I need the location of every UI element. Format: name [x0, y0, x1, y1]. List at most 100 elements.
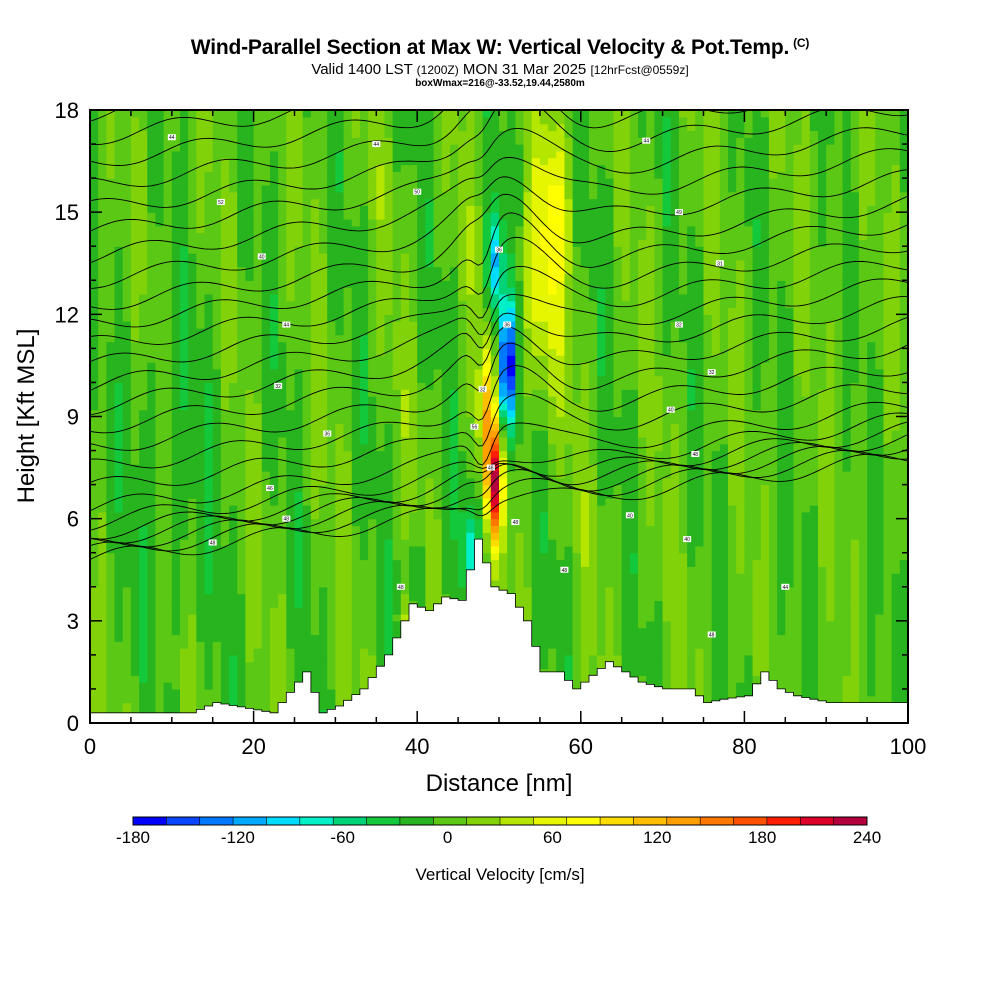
field-cell [229, 212, 238, 220]
field-cell [368, 634, 377, 642]
field-cell [98, 389, 107, 397]
field-cell [400, 614, 410, 622]
field-cell [114, 150, 124, 159]
field-cell [261, 368, 271, 377]
field-cell [245, 253, 255, 261]
field-cell [90, 566, 99, 574]
field-cell [359, 232, 369, 241]
field-cell [515, 300, 525, 309]
field-cell [425, 266, 435, 275]
field-cell [220, 416, 230, 424]
field-cell [98, 545, 107, 554]
field-cell [482, 266, 492, 275]
field-cell [523, 498, 533, 506]
field-cell [392, 266, 402, 275]
field-cell [441, 123, 451, 132]
field-cell [147, 654, 157, 663]
field-cell [539, 532, 549, 540]
field-cell [147, 648, 157, 656]
field-cell [171, 484, 181, 493]
field-cell [179, 266, 189, 275]
field-cell [163, 348, 173, 356]
field-cell [122, 178, 132, 186]
field-cell [106, 498, 116, 506]
field-cell [98, 307, 107, 315]
field-cell [155, 573, 165, 581]
field-cell [515, 198, 525, 206]
field-cell [147, 355, 157, 363]
field-cell [245, 464, 255, 472]
field-cell [384, 409, 394, 418]
field-cell [229, 239, 238, 247]
field-cell [220, 266, 230, 275]
field-cell [220, 586, 230, 595]
field-cell [343, 416, 353, 424]
field-cell [425, 389, 435, 397]
field-cell [204, 545, 214, 554]
field-cell [122, 110, 132, 118]
field-cell [474, 164, 484, 172]
field-cell [449, 573, 459, 581]
field-cell [171, 191, 181, 200]
field-cell [482, 470, 492, 479]
field-cell [220, 620, 230, 629]
field-cell [237, 532, 247, 540]
field-cell [507, 559, 516, 567]
field-cell [278, 157, 287, 166]
field-cell [294, 511, 304, 520]
field-cell [466, 123, 476, 132]
field-cell [196, 348, 206, 356]
field-cell [449, 205, 459, 213]
field-cell [90, 348, 99, 356]
field-cell [409, 402, 418, 411]
field-cell [531, 573, 541, 581]
field-cell [482, 505, 492, 513]
field-cell [327, 123, 336, 132]
field-cell [441, 110, 451, 118]
field-cell [490, 368, 500, 377]
field-cell [220, 314, 230, 322]
box-info: boxWmax=216@-33.52,19.44,2580m [415, 78, 585, 89]
field-cell [417, 389, 426, 397]
field-cell [327, 116, 336, 125]
field-cell [196, 362, 206, 370]
field-cell [376, 110, 386, 118]
field-cell [147, 416, 157, 424]
field-cell [155, 382, 165, 390]
field-cell [400, 191, 410, 200]
field-cell [237, 566, 247, 574]
field-cell [499, 532, 508, 540]
field-cell [114, 368, 124, 377]
field-cell [114, 702, 124, 710]
field-cell [253, 205, 263, 213]
field-cell [384, 321, 394, 329]
field-cell [319, 559, 328, 567]
field-cell [458, 334, 467, 343]
field-cell [400, 341, 410, 349]
field-cell [278, 668, 287, 676]
field-cell [384, 614, 394, 622]
field-cell [220, 552, 230, 561]
field-cell [351, 470, 361, 479]
field-cell [196, 505, 206, 513]
field-cell [302, 532, 312, 540]
field-cell [286, 225, 296, 234]
field-cell [335, 464, 345, 472]
field-cell [335, 450, 345, 458]
field-cell [482, 525, 492, 533]
field-cell [245, 110, 255, 118]
field-cell [98, 470, 107, 479]
field-cell [269, 259, 279, 268]
field-cell [507, 307, 516, 315]
field-cell [392, 362, 402, 370]
field-cell [319, 198, 328, 206]
field-cell [90, 164, 99, 172]
field-cell [507, 144, 516, 152]
field-cell [237, 130, 247, 138]
field-cell [253, 144, 263, 152]
field-cell [114, 477, 124, 486]
field-cell [474, 532, 484, 540]
field-cell [253, 334, 263, 343]
field-cell [466, 198, 476, 206]
field-cell [106, 402, 116, 411]
